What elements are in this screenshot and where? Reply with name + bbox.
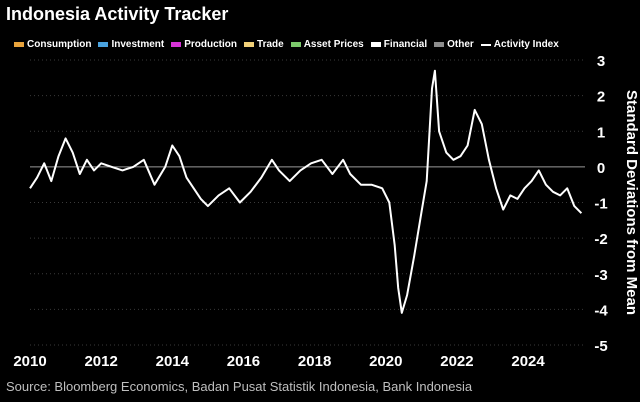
legend-item-consumption: Consumption — [14, 39, 91, 50]
chart-legend: Consumption Investment Production Trade Asse… — [14, 39, 559, 50]
x-tick-label: 2016 — [227, 353, 260, 370]
legend-label: Investment — [111, 39, 165, 50]
chart-title: Indonesia Activity Tracker — [6, 4, 229, 24]
y-tick-label: -3 — [594, 267, 607, 284]
legend-item-asset-prices: Asset Prices — [290, 39, 364, 50]
y-axis-title: Standard Deviations from Mean — [623, 90, 640, 315]
legend-swatch — [370, 42, 381, 47]
legend-item-other: Other — [434, 39, 474, 50]
x-tick-label: 2012 — [84, 353, 117, 370]
legend-swatch — [98, 42, 109, 47]
legend-item-financial: Financial — [370, 39, 428, 50]
legend-item-production: Production — [171, 39, 237, 50]
legend-swatch — [434, 42, 445, 47]
legend-swatch — [480, 43, 491, 46]
y-tick-label: -1 — [594, 196, 607, 213]
legend-label: Other — [447, 39, 474, 50]
y-tick-label: 1 — [597, 124, 605, 141]
y-tick-label: -2 — [594, 231, 607, 248]
y-tick-label: 2 — [597, 89, 605, 106]
legend-item-trade: Trade — [244, 39, 284, 50]
legend-label: Financial — [383, 39, 428, 50]
legend-label: Activity Index — [493, 39, 559, 50]
source-note: Source: Bloomberg Economics, Badan Pusat… — [6, 379, 473, 394]
legend-label: Consumption — [27, 39, 92, 50]
x-tick-label: 2020 — [369, 353, 402, 370]
legend-swatch — [290, 42, 301, 47]
x-tick-label: 2024 — [511, 353, 545, 370]
y-tick-label: -5 — [594, 338, 607, 355]
legend-label: Trade — [257, 39, 284, 50]
x-tick-label: 2010 — [13, 353, 46, 370]
legend-item-activity-index: Activity Index — [480, 39, 559, 50]
y-tick-label: -4 — [594, 302, 608, 319]
y-tick-label: 3 — [597, 53, 605, 70]
legend-swatch — [14, 42, 24, 47]
legend-label: Production — [184, 39, 238, 50]
y-tick-label: 0 — [597, 160, 605, 177]
x-tick-label: 2018 — [298, 353, 331, 370]
legend-swatch — [244, 42, 255, 47]
legend-swatch — [171, 42, 182, 47]
legend-label: Asset Prices — [303, 39, 364, 50]
legend-item-investment: Investment — [98, 39, 164, 50]
activity-index-line — [29, 69, 583, 314]
x-tick-label: 2014 — [156, 353, 190, 370]
x-tick-label: 2022 — [440, 353, 473, 370]
